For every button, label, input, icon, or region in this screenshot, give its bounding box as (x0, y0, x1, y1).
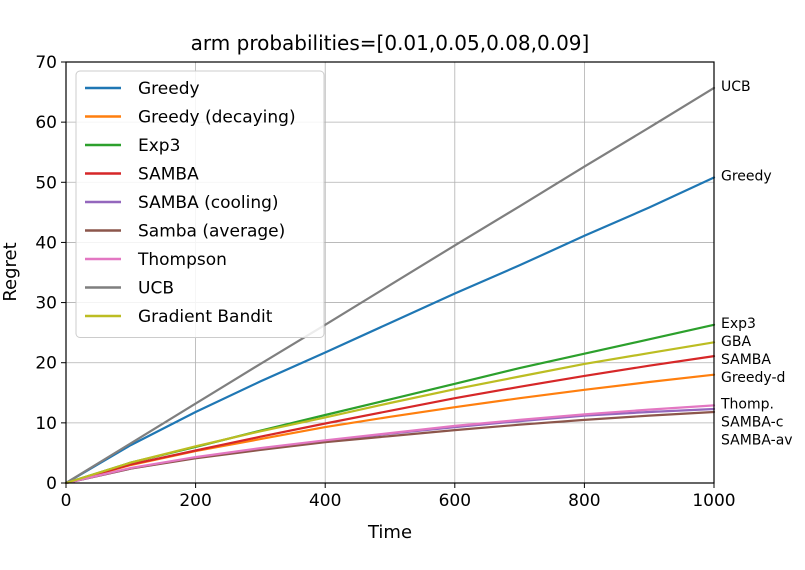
y-tick-label: 30 (35, 294, 57, 314)
end-labels: UCB Greedy Exp3 GBA SAMBA Greedy-d Thomp. SAMBA… (720, 79, 793, 449)
end-label: Thomp. (720, 396, 774, 412)
x-tick-label: 400 (309, 491, 341, 511)
x-tick-label: 0 (61, 491, 72, 511)
x-axis-label: Time (367, 522, 412, 543)
plot-frame (65, 61, 715, 484)
legend-entry: SAMBA (138, 165, 199, 185)
x-tick-label: 600 (439, 491, 471, 511)
axis-ticks: 0 200 400 600 800 1000 0 10 20 30 40 50 60 70 (35, 53, 735, 511)
y-tick-label: 10 (35, 414, 57, 434)
y-tick-label: 60 (35, 113, 57, 133)
chart-title: arm probabilities=[0.01,0.05,0.08,0.09] (191, 31, 590, 55)
x-tick-label: 800 (568, 491, 600, 511)
legend-entry: UCB (138, 279, 174, 299)
legend-entry: Gradient Bandit (138, 307, 273, 327)
legend-box (75, 70, 325, 338)
legend-entry: Thompson (137, 250, 227, 270)
end-label: SAMBA-av (721, 432, 793, 448)
x-tick-label: 200 (179, 491, 211, 511)
legend-entry: Greedy (138, 79, 200, 99)
series-line-greedy (64, 176, 716, 485)
end-label: SAMBA-c (721, 414, 783, 430)
series-line-ucb (64, 86, 716, 485)
legend-entry: Greedy (decaying) (138, 108, 296, 128)
end-label: GBA (721, 334, 751, 350)
legend-entry: Samba (average) (138, 222, 285, 242)
series-line-thompson (64, 404, 716, 485)
end-label: Greedy (721, 168, 772, 184)
y-tick-label: 50 (35, 173, 57, 193)
end-label: UCB (721, 79, 751, 95)
end-label: Exp3 (721, 316, 756, 332)
y-axis-label: Regret (0, 242, 21, 301)
series-layer (64, 86, 716, 485)
end-label: SAMBA (721, 352, 771, 368)
series-line-gradient-bandit (64, 341, 716, 485)
legend-entry: Exp3 (138, 136, 180, 156)
series-line-samba (64, 355, 716, 485)
x-tick-label: 1000 (692, 491, 735, 511)
y-tick-label: 40 (35, 233, 57, 253)
end-label: Greedy-d (721, 370, 785, 386)
legend-entry: SAMBA (cooling) (138, 193, 279, 213)
y-tick-label: 70 (35, 53, 57, 73)
y-tick-label: 0 (46, 474, 57, 494)
legend: Greedy Greedy (decaying) Exp3 SAMBA SAMBA (c… (75, 70, 325, 338)
y-tick-label: 20 (35, 354, 57, 374)
